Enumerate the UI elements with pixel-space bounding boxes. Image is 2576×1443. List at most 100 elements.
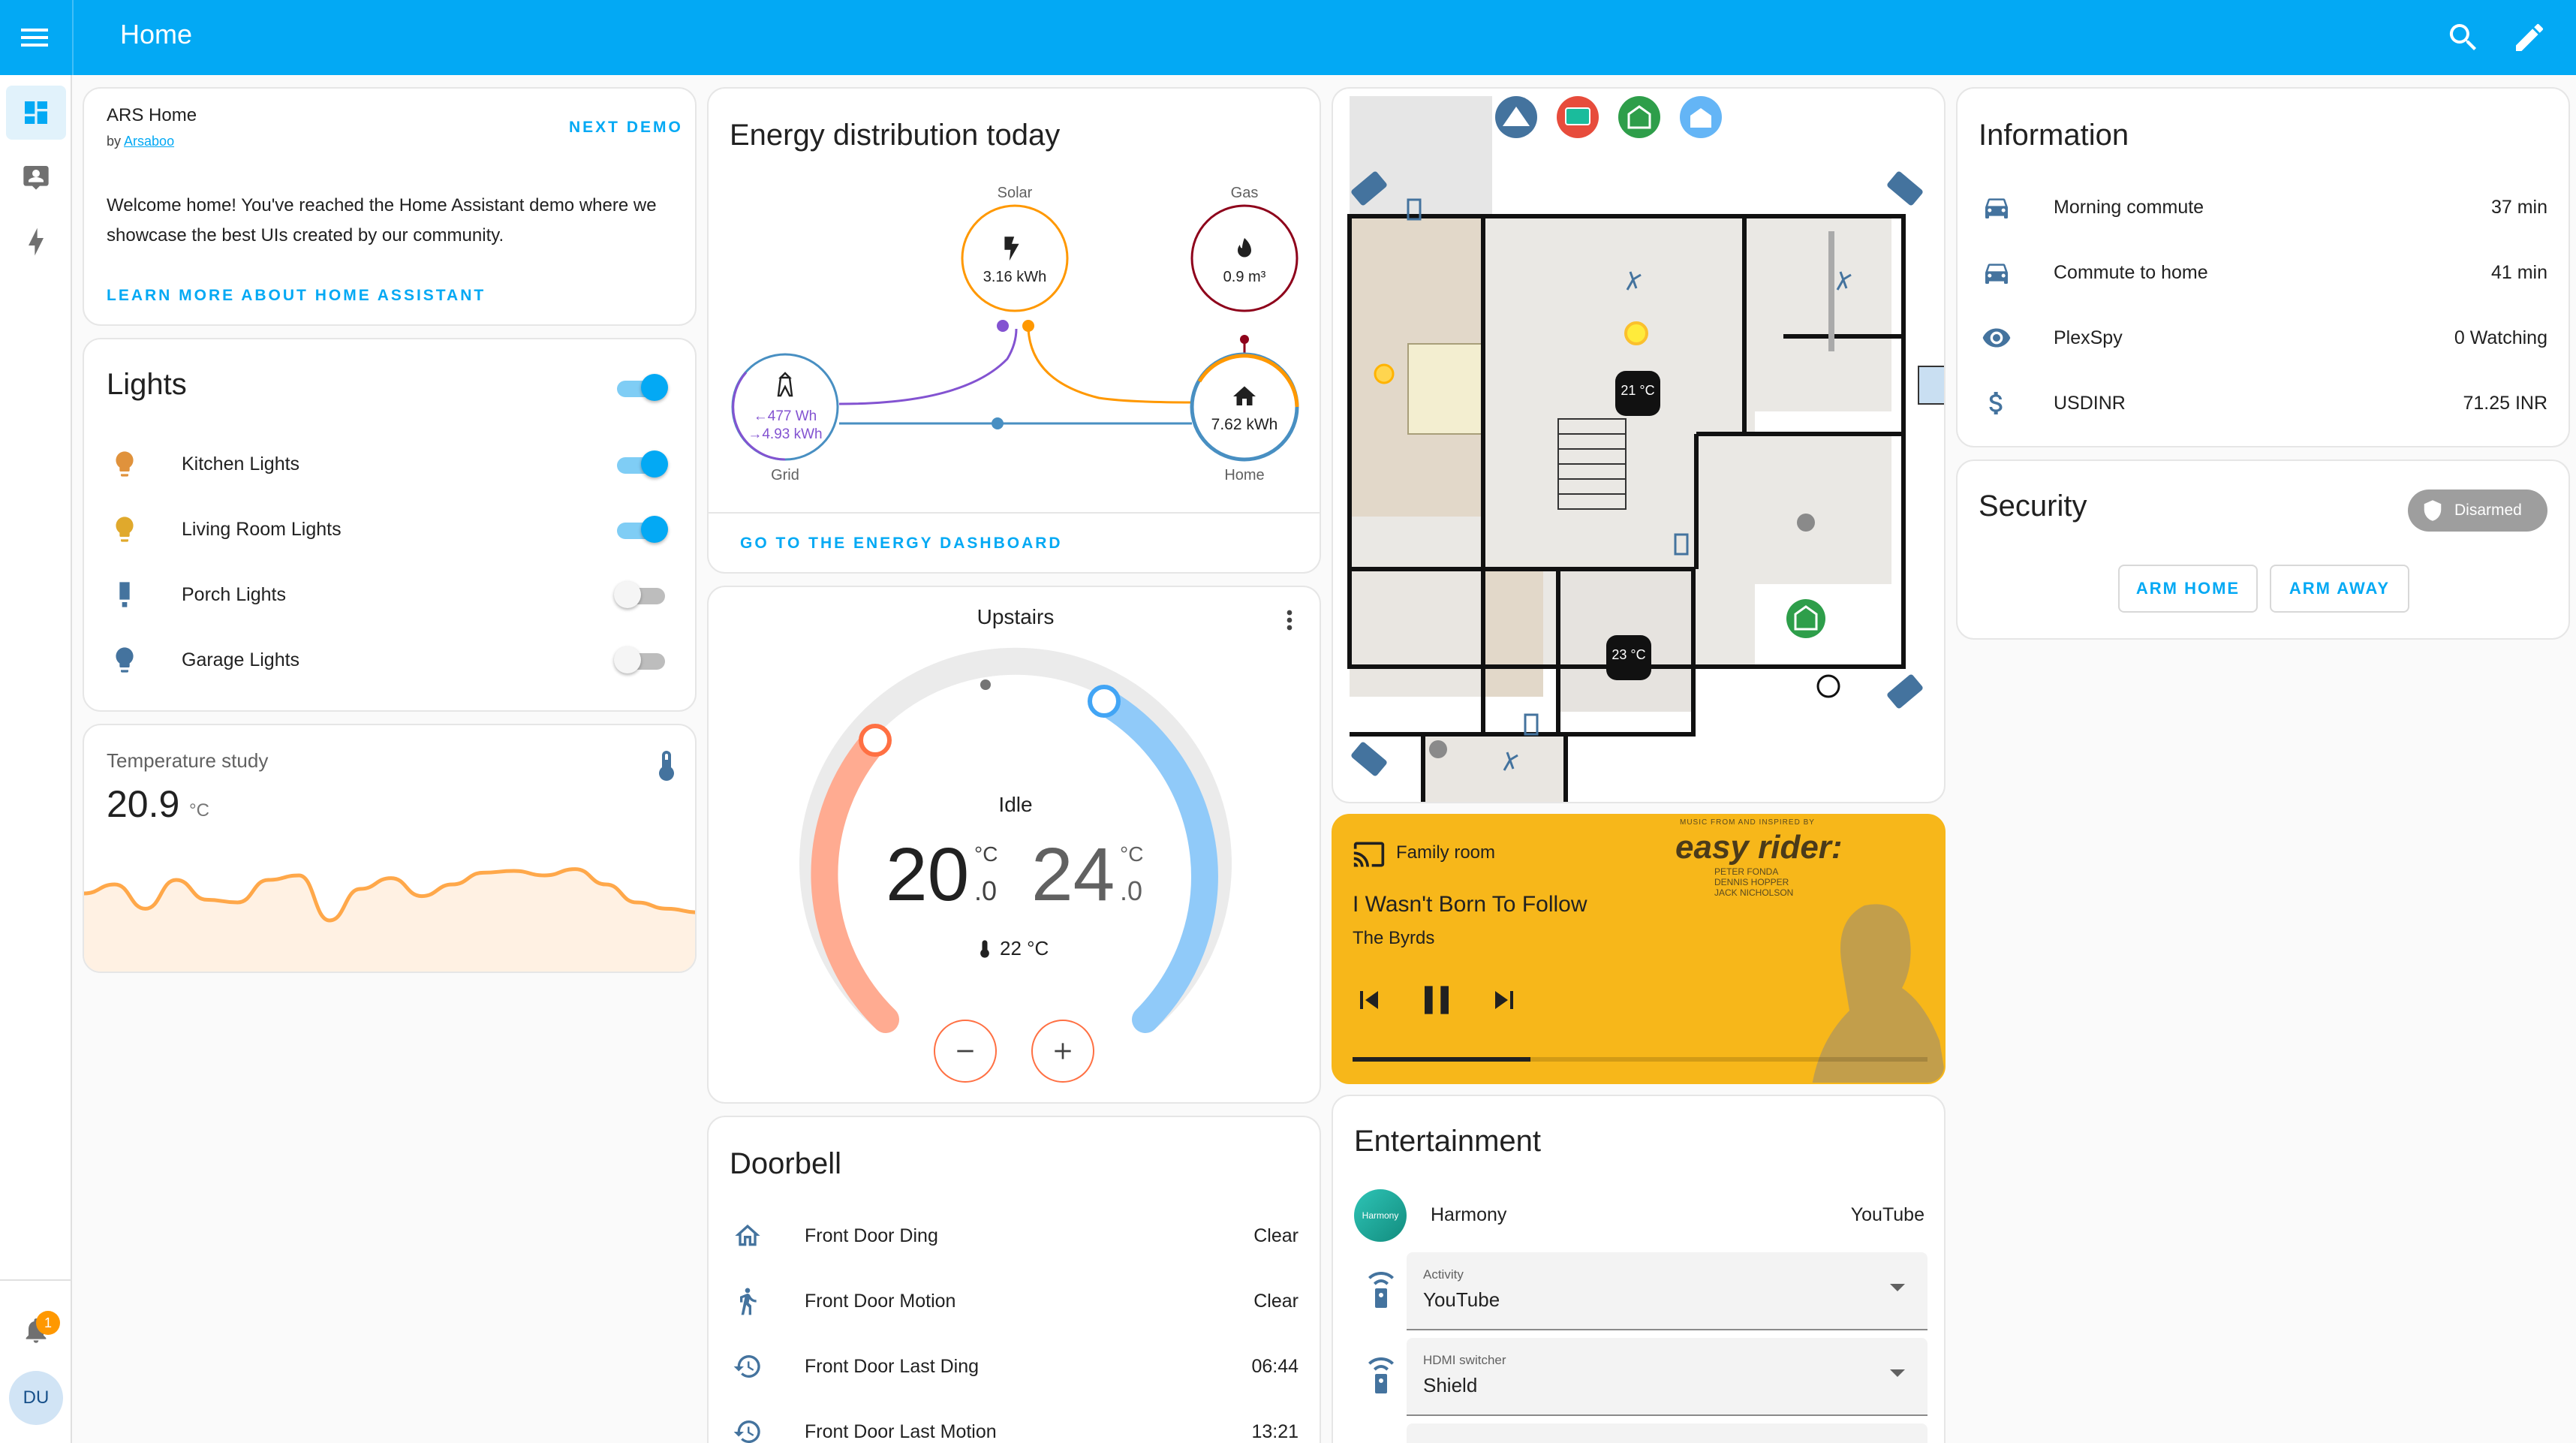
temperature-card[interactable]: Temperature study 20.9 °C [83, 724, 697, 973]
light-row[interactable]: Living Room Lights [107, 507, 676, 552]
next-track-button[interactable] [1486, 982, 1522, 1022]
more-options-icon[interactable] [1277, 605, 1302, 639]
lights-master-toggle[interactable] [614, 374, 668, 401]
gas-label: Gas [1230, 185, 1259, 201]
camera-icon[interactable] [1350, 170, 1388, 206]
dollar-icon [1989, 392, 2003, 414]
doorbell-title: Doorbell [730, 1147, 841, 1180]
doorbell-row[interactable]: Front Door Ding Clear [730, 1213, 1299, 1258]
solar-node[interactable] [961, 204, 1069, 312]
doorbell-value: Clear [1253, 1225, 1299, 1246]
porch-light-icon[interactable] [1429, 740, 1447, 758]
arm-home-button[interactable]: ARM HOME [2118, 565, 2258, 613]
light-row[interactable]: Garage Lights [107, 637, 676, 682]
light-toggle[interactable] [614, 581, 668, 608]
arm-away-button[interactable]: ARM AWAY [2270, 565, 2409, 613]
sparkline-area [84, 869, 695, 972]
doorbell-row[interactable]: Front Door Motion Clear [730, 1279, 1299, 1324]
garage-status-icon[interactable] [1618, 96, 1660, 138]
information-row[interactable]: USDINR 71.25 INR [1979, 381, 2547, 426]
sidebar-item-energy[interactable] [6, 215, 66, 269]
light-toggle[interactable] [614, 450, 668, 477]
garage-door-icon[interactable] [1786, 599, 1825, 638]
family-light-icon[interactable] [1797, 514, 1815, 532]
previous-track-button[interactable] [1351, 982, 1387, 1022]
decrease-temp-button[interactable] [934, 1020, 997, 1083]
high-setpoint-value[interactable]: 24 [1031, 833, 1115, 917]
album-art-subtitle: MUSIC FROM AND INSPIRED BY [1680, 818, 1815, 827]
information-icon-wrap [1979, 320, 2015, 356]
doorbell-value: 06:44 [1251, 1355, 1299, 1377]
increase-temp-button[interactable] [1031, 1020, 1094, 1083]
grid-label: Grid [771, 467, 799, 484]
door-sensor-icon[interactable] [1674, 533, 1689, 556]
sidebar-item-overview[interactable] [6, 86, 66, 140]
remote-icon [1363, 1271, 1399, 1312]
information-value: 71.25 INR [2463, 392, 2547, 414]
thermostat-1-temp: 21 °C [1621, 383, 1655, 398]
fire-icon [1238, 238, 1251, 258]
motion-sensor-icon[interactable] [1626, 271, 1642, 291]
floorplan-stairs [1557, 418, 1627, 510]
motion-sensor-icon[interactable] [1836, 271, 1852, 291]
author-link[interactable]: Arsaboo [124, 134, 175, 149]
media-progress-track[interactable] [1353, 1057, 1927, 1062]
user-avatar[interactable]: DU [9, 1371, 63, 1425]
media-track-title: I Wasn't Born To Follow [1353, 892, 1587, 917]
gas-node[interactable] [1190, 204, 1299, 312]
floorplan-image [1347, 96, 1944, 802]
high-setpoint-handle[interactable] [1088, 685, 1121, 718]
hall-light-icon[interactable] [1624, 321, 1648, 345]
light-row[interactable]: Kitchen Lights [107, 441, 676, 487]
play-pause-button[interactable] [1413, 976, 1461, 1028]
light-toggle[interactable] [614, 646, 668, 673]
next-demo-button[interactable]: NEXT DEMO [569, 119, 683, 136]
sidebar-item-profile-board[interactable] [6, 150, 66, 204]
low-setpoint-value[interactable]: 20 [886, 833, 970, 917]
history-icon [733, 1354, 760, 1378]
camera-icon[interactable] [1886, 170, 1924, 206]
ars-card-byline: by Arsaboo [107, 134, 174, 149]
hdmi-switcher-select[interactable]: HDMI switcher Shield [1407, 1338, 1927, 1416]
lamp-icon [119, 582, 130, 607]
kitchen-light-icon[interactable] [1374, 363, 1395, 384]
doorbell-icon-wrap [730, 1414, 766, 1443]
menu-icon[interactable] [17, 20, 53, 56]
information-row[interactable]: PlexSpy 0 Watching [1979, 315, 2547, 360]
thermostat-state: Idle [998, 793, 1033, 816]
learn-more-link[interactable]: LEARN MORE ABOUT HOME ASSISTANT [107, 287, 486, 304]
door-sensor-icon[interactable] [1524, 713, 1539, 736]
energy-dashboard-link[interactable]: GO TO THE ENERGY DASHBOARD [740, 535, 1063, 552]
harmony-activity-value: YouTube [1850, 1204, 1924, 1225]
alarm-state-badge[interactable]: Disarmed [2408, 490, 2547, 532]
low-setpoint-decimal: .0 [974, 875, 998, 906]
motion-sensor-icon[interactable] [1503, 752, 1518, 771]
home-icon [1233, 386, 1256, 405]
information-row[interactable]: Commute to home 41 min [1979, 250, 2547, 295]
doorbell-row[interactable]: Front Door Last Ding 06:44 [730, 1344, 1299, 1389]
high-setpoint-decimal: .0 [1120, 875, 1143, 906]
media-player-card: MUSIC FROM AND INSPIRED BY easy rider: P… [1332, 814, 1946, 1084]
harmony-avatar[interactable]: Harmony [1354, 1189, 1407, 1242]
search-icon[interactable] [2445, 20, 2481, 56]
information-label: Commute to home [2054, 261, 2208, 283]
doorbell-row[interactable]: Front Door Last Motion 13:21 [730, 1409, 1299, 1443]
thermostat-upstairs-badge[interactable] [1615, 371, 1660, 416]
home-label: Home [1224, 467, 1265, 484]
ceiling-lamp-icon[interactable] [1816, 674, 1840, 698]
edit-pencil-icon[interactable] [2511, 20, 2547, 56]
light-toggle[interactable] [614, 516, 668, 543]
sidebar-divider [0, 1279, 72, 1281]
camera-icon[interactable] [1350, 741, 1388, 777]
gas-dot [1240, 335, 1249, 344]
door-sensor-icon[interactable] [1407, 198, 1422, 221]
floorplan-hall [1483, 569, 1543, 697]
low-setpoint-handle[interactable] [859, 724, 892, 757]
grid-to-solar-flow [838, 328, 1018, 405]
information-row[interactable]: Morning commute 37 min [1979, 185, 2547, 230]
activity-select[interactable]: Activity YouTube [1407, 1252, 1927, 1330]
light-row[interactable]: Porch Lights [107, 572, 676, 617]
thermostat-downstairs-badge[interactable] [1606, 635, 1651, 680]
camera-icon[interactable] [1886, 673, 1924, 709]
next-select[interactable] [1407, 1423, 1927, 1443]
